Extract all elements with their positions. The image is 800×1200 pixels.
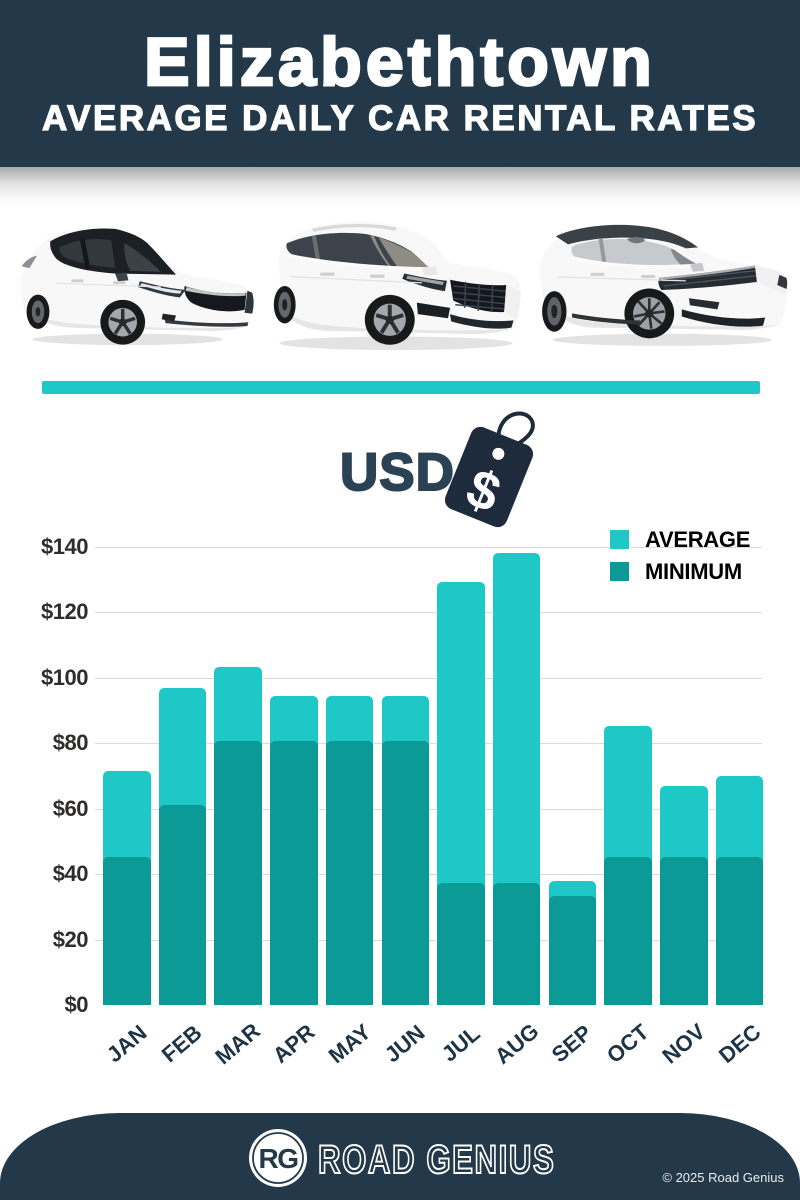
svg-text:RG: RG <box>259 1143 299 1174</box>
